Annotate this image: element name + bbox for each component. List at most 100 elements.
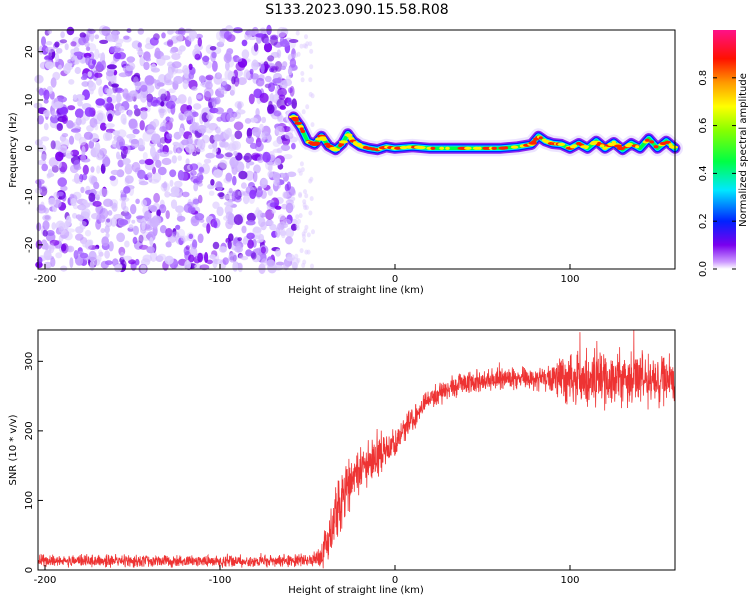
noise-blob [237, 101, 242, 111]
noise-blob [103, 198, 113, 207]
noise-blob [88, 81, 97, 92]
noise-blob [225, 61, 230, 71]
noise-blob [119, 197, 130, 202]
noise-blob [300, 167, 305, 173]
noise-blob [253, 88, 262, 99]
noise-blob [241, 49, 250, 60]
noise-blob [142, 254, 153, 263]
noise-blob [46, 172, 55, 178]
signal-track-core [297, 125, 304, 129]
noise-blob [212, 201, 220, 209]
noise-blob [273, 110, 282, 117]
noise-blob [94, 72, 103, 78]
noise-blob [68, 79, 75, 85]
noise-blob [110, 217, 117, 227]
noise-blob [242, 237, 249, 245]
noise-blob [118, 105, 125, 114]
noise-blob [80, 75, 88, 81]
noise-blob [98, 214, 106, 223]
noise-blob [298, 213, 303, 219]
noise-blob [192, 138, 203, 148]
signal-track-core [439, 146, 445, 150]
noise-blob [169, 117, 174, 123]
noise-blob [130, 204, 137, 215]
noise-blob [141, 222, 146, 231]
noise-blob [245, 136, 254, 145]
y-tick-label: -20 [24, 237, 35, 253]
noise-blob [197, 252, 204, 263]
x-tick-label: 0 [392, 575, 398, 586]
noise-blob [287, 97, 292, 106]
noise-blob [185, 143, 195, 153]
noise-blob [225, 152, 233, 158]
noise-blob [144, 210, 152, 222]
noise-blob [188, 63, 193, 70]
noise-blob [259, 212, 266, 218]
noise-blob [285, 202, 294, 214]
noise-blob [188, 254, 195, 263]
noise-blob [115, 38, 124, 45]
noise-blob [152, 172, 162, 183]
noise-blob [122, 146, 129, 155]
spectrogram-y-ticks: -20 -10 0 10 20 [24, 45, 43, 253]
signal-track-core [653, 145, 659, 149]
noise-blob [159, 108, 165, 119]
noise-blob [169, 169, 177, 178]
noise-blob [56, 123, 63, 131]
noise-blob [118, 246, 126, 256]
noise-blob [158, 204, 167, 214]
noise-blob [73, 51, 84, 57]
noise-blob [61, 243, 69, 254]
noise-blob [50, 114, 60, 124]
snr-series-line [37, 329, 676, 569]
noise-blob [301, 109, 306, 115]
noise-blob [96, 165, 101, 174]
noise-blob [92, 200, 102, 207]
noise-blob [88, 192, 96, 202]
noise-blob [191, 86, 198, 91]
y-tick-label: 100 [24, 491, 35, 510]
noise-blob [205, 123, 216, 128]
noise-blob [283, 260, 289, 271]
noise-blob [228, 254, 237, 263]
noise-blob [122, 157, 129, 165]
noise-blob [286, 171, 297, 178]
noise-blob [43, 98, 49, 104]
noise-blob [116, 151, 120, 160]
noise-blob [196, 94, 202, 100]
noise-blob [202, 55, 209, 66]
noise-blob [160, 101, 165, 107]
noise-blob [212, 241, 220, 250]
noise-blob [299, 43, 304, 49]
noise-blob [104, 87, 109, 94]
noise-blob [193, 182, 199, 192]
noise-blob [142, 152, 148, 160]
noise-blob [212, 258, 218, 269]
noise-blob [125, 61, 136, 71]
noise-blob [275, 125, 285, 136]
noise-blob [261, 178, 269, 185]
noise-blob [291, 142, 296, 150]
noise-blob [132, 236, 138, 244]
y-tick-label: 20 [24, 45, 35, 58]
noise-blob [43, 109, 51, 117]
noise-blob [240, 255, 249, 261]
noise-blob [138, 244, 149, 250]
noise-blob [189, 163, 199, 171]
noise-blob [178, 45, 186, 52]
noise-blob [237, 77, 247, 86]
noise-blob [95, 204, 104, 215]
noise-blob [104, 225, 110, 234]
noise-blob [230, 134, 235, 142]
noise-blob [107, 113, 113, 122]
noise-blob [145, 37, 152, 46]
noise-blob [60, 31, 65, 39]
noise-blob [149, 37, 159, 46]
noise-blob [135, 198, 140, 204]
noise-blob [178, 127, 185, 136]
noise-blob [217, 86, 225, 92]
noise-blob [284, 132, 294, 140]
noise-blob [175, 143, 182, 149]
noise-blob [159, 126, 168, 133]
noise-blob [116, 232, 125, 243]
